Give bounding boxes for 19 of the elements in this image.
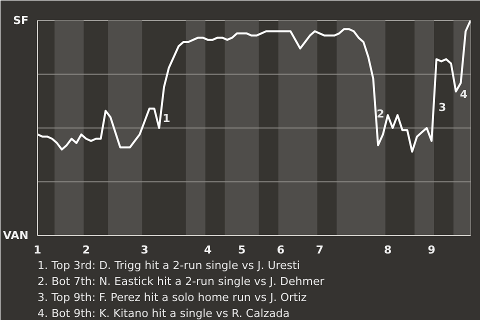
x-tick-label: 6 <box>276 244 285 256</box>
text: 4. Bot 9th: K. Kitano hit a single vs R. Calzada <box>38 307 290 320</box>
text: 1. Top 3rd: D. Trigg hit a 2-run single vs J. Uresti <box>38 259 300 272</box>
x-tick-label: 9 <box>428 244 436 256</box>
text: 2. Bot 7th: N. Eastick hit a 2-run single vs J. Dehmer <box>38 275 325 288</box>
x-tick-label: 3 <box>140 244 148 256</box>
text: VAN <box>3 229 29 242</box>
x-tick-label: 2 <box>82 244 90 256</box>
annotation: 2 <box>376 107 384 120</box>
x-tick-label: 1 <box>34 244 42 256</box>
text: 3. Top 9th: F. Perez hit a solo home run vs J. Ortiz <box>38 291 307 304</box>
x-tick-label: 7 <box>316 244 324 256</box>
x-tick-label: 5 <box>238 244 246 256</box>
annotation: 4 <box>460 88 468 102</box>
x-tick-label: 4 <box>204 244 212 256</box>
annotation: 1 <box>162 112 170 125</box>
x-tick-label: 8 <box>384 244 392 256</box>
text: SF <box>13 14 28 27</box>
annotation: 3 <box>438 101 446 114</box>
